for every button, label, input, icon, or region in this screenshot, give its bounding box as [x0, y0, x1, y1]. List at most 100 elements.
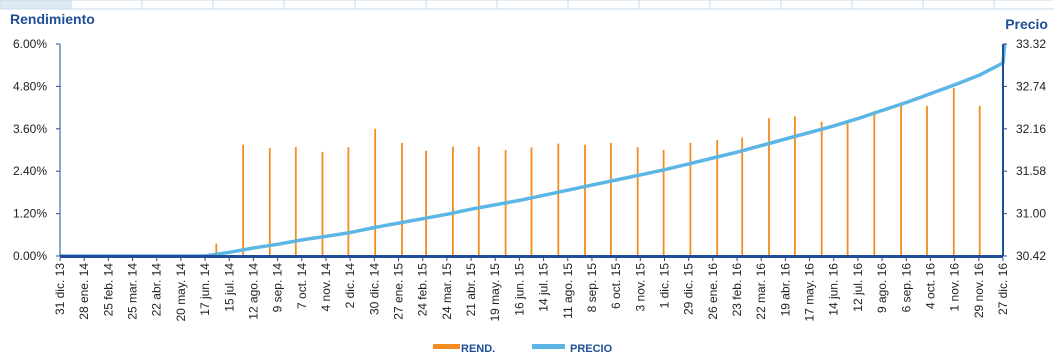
x-tick-label: 11 ago. 15 — [561, 263, 575, 319]
rend-bar — [452, 146, 454, 256]
x-tick-label: 27 ene. 15 — [392, 263, 406, 320]
x-tick-label: 30 dic. 14 — [367, 263, 381, 315]
x-tick-label: 1 dic. 15 — [658, 263, 672, 309]
rend-bar — [374, 128, 377, 256]
top-strip-cell — [70, 0, 143, 10]
rend-bar — [530, 147, 533, 256]
x-tick-label: 25 feb. 14 — [101, 263, 115, 317]
x-tick-label: 2 dic. 14 — [343, 263, 357, 309]
legend-label-precio: PRECIO — [570, 343, 613, 355]
x-tick-label: 6 oct. 15 — [609, 263, 623, 309]
x-tick-label: 17 may. 16 — [803, 263, 817, 322]
right-tick-label: 32.16 — [1016, 122, 1046, 136]
x-tick-label: 29 nov. 16 — [972, 263, 986, 318]
rend-bar — [636, 147, 639, 256]
top-strip-cell — [283, 0, 356, 10]
rend-bar — [716, 140, 719, 256]
legend-label-rend: REND. — [461, 343, 495, 355]
x-tick-label: 22 abr. 14 — [150, 263, 164, 317]
rend-bar — [873, 111, 876, 256]
top-strip-cell — [922, 0, 995, 10]
right-tick-label: 31.00 — [1016, 207, 1046, 221]
left-tick-label: 1.20% — [13, 207, 47, 221]
x-tick-label: 17 jun. 14 — [198, 263, 212, 316]
top-strip-cell — [0, 0, 72, 10]
x-tick-label: 31 dic. 13 — [53, 263, 67, 315]
x-tick-label: 15 jul. 14 — [222, 263, 236, 312]
left-axis-title: Rendimiento — [10, 11, 95, 27]
rend-bar — [662, 150, 665, 256]
rend-bar — [557, 143, 560, 256]
rend-bar — [741, 137, 744, 256]
x-tick-label: 16 jun. 15 — [512, 263, 526, 316]
x-tick-label: 9 ago. 16 — [875, 263, 889, 313]
x-tick-label: 14 jul. 15 — [537, 263, 551, 312]
x-tick-label: 12 ago. 14 — [246, 263, 260, 320]
rend-bar — [794, 116, 796, 257]
rend-bar — [242, 144, 244, 256]
right-axis-title: Precio — [1005, 16, 1048, 32]
precio-line — [60, 43, 1007, 258]
legend-swatch-precio — [532, 344, 565, 349]
right-tick-label: 32.74 — [1016, 79, 1046, 93]
x-tick-label: 27 dic. 16 — [996, 263, 1010, 315]
x-tick-label: 14 jun. 16 — [827, 263, 841, 316]
top-strip-cell — [780, 0, 853, 10]
rend-bar — [584, 144, 586, 256]
x-tick-label: 3 nov. 15 — [633, 263, 647, 312]
rend-bar — [926, 105, 928, 256]
top-strip-cell — [993, 0, 1054, 10]
rend-bar — [610, 142, 612, 256]
x-tick-label: 4 nov. 14 — [319, 263, 333, 312]
x-tick-label: 29 dic. 15 — [682, 263, 696, 315]
rend-bar — [689, 142, 692, 256]
top-strip-cell — [638, 0, 711, 10]
rend-bar — [294, 147, 297, 256]
rend-bar — [477, 146, 480, 256]
rend-bar — [347, 147, 350, 256]
top-strip-cell — [212, 0, 285, 10]
x-tick-label: 4 oct. 16 — [924, 263, 938, 309]
legend-swatch-rend — [433, 344, 460, 349]
x-tick-label: 12 jul. 16 — [851, 263, 865, 312]
rend-bar — [268, 148, 271, 256]
left-tick-label: 3.60% — [13, 122, 47, 136]
x-tick-label: 6 sep. 16 — [899, 263, 913, 313]
x-tick-label: 24 mar. 15 — [440, 263, 454, 320]
rend-bar — [215, 243, 218, 256]
line-layer — [60, 43, 1007, 258]
x-tick-label: 22 mar. 16 — [754, 263, 768, 320]
top-strip-cell — [851, 0, 924, 10]
top-strip-cell — [141, 0, 214, 10]
rend-bar — [321, 151, 324, 256]
rend-bar — [952, 88, 955, 256]
rend-bar — [768, 118, 770, 256]
left-tick-label: 0.00% — [13, 249, 47, 263]
x-tick-label: 9 sep. 14 — [271, 263, 285, 313]
rend-bar — [846, 120, 849, 256]
top-strip-cell — [567, 0, 640, 10]
bars-layer — [215, 88, 981, 257]
top-strip-cell — [709, 0, 782, 10]
top-strip-cell — [354, 0, 427, 10]
x-tick-label: 19 may. 15 — [488, 263, 502, 322]
right-tick-label: 31.58 — [1016, 164, 1046, 178]
right-tick-label: 33.32 — [1016, 37, 1046, 51]
x-tick-label: 1 nov. 16 — [948, 263, 962, 312]
axes-layer: 0.00% 1.20% 2.40% 3.60% 4.80% 6.00% 30.42 31.00… — [13, 37, 1046, 263]
top-strip-cell — [496, 0, 569, 10]
top-tab-strip — [0, 0, 1054, 10]
x-tick-label: 19 abr. 16 — [778, 263, 792, 317]
x-labels-layer: 31 dic. 13 28 ene. 14 25 feb. 14 25 mar. 14… — [53, 258, 1010, 321]
rend-bar — [820, 121, 823, 256]
x-tick-label: 8 sep. 15 — [585, 263, 599, 313]
rend-bar — [401, 142, 403, 256]
x-tick-label: 20 may. 14 — [174, 263, 188, 322]
left-tick-label: 6.00% — [13, 37, 47, 51]
right-tick-label: 30.42 — [1016, 249, 1046, 263]
rend-bar — [978, 105, 981, 256]
top-strip-cell — [425, 0, 498, 10]
left-tick-label: 4.80% — [13, 79, 47, 93]
x-tick-label: 23 feb. 16 — [730, 263, 744, 317]
